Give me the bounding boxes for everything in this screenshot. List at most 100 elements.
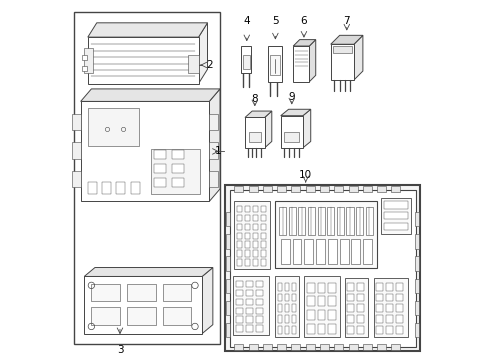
Bar	[261, 250, 266, 257]
Polygon shape	[209, 89, 220, 202]
Bar	[72, 143, 81, 158]
Bar	[253, 259, 258, 266]
Bar	[386, 315, 393, 323]
Bar	[275, 276, 298, 337]
Bar	[236, 298, 243, 305]
Bar	[246, 281, 253, 287]
Bar	[337, 207, 344, 235]
Bar	[292, 326, 296, 334]
Bar	[386, 283, 393, 291]
Bar	[72, 171, 81, 187]
Polygon shape	[84, 267, 213, 276]
Polygon shape	[309, 40, 316, 82]
Bar	[376, 304, 383, 312]
Bar	[328, 283, 336, 293]
Bar	[346, 207, 354, 235]
Bar	[281, 116, 303, 148]
Bar	[253, 242, 258, 248]
Bar	[318, 283, 325, 293]
Bar	[226, 279, 230, 293]
Text: 6: 6	[301, 16, 307, 26]
Text: 7: 7	[343, 16, 350, 26]
Bar	[275, 202, 377, 267]
Bar	[127, 307, 156, 325]
Bar	[246, 316, 253, 323]
Text: 3: 3	[117, 345, 123, 355]
Bar	[245, 206, 250, 212]
Bar	[284, 132, 299, 143]
Bar	[245, 233, 250, 239]
Bar	[261, 259, 266, 266]
Bar	[307, 283, 315, 293]
Bar	[366, 207, 373, 235]
Bar	[277, 186, 286, 192]
Bar	[292, 294, 296, 301]
Bar	[253, 250, 258, 257]
Bar	[307, 324, 315, 334]
Bar	[154, 164, 167, 173]
Bar	[226, 301, 230, 315]
Bar	[306, 186, 315, 192]
Text: 9: 9	[289, 92, 295, 102]
Bar	[415, 256, 419, 271]
Bar	[285, 315, 289, 323]
Text: 8: 8	[251, 94, 258, 104]
Bar	[386, 326, 393, 334]
Bar	[277, 326, 282, 334]
Bar	[237, 224, 243, 230]
Bar	[256, 325, 263, 332]
Bar	[263, 186, 272, 192]
Bar	[256, 307, 263, 314]
Bar	[256, 298, 263, 305]
Polygon shape	[245, 111, 272, 117]
Bar	[151, 149, 200, 194]
Bar	[396, 315, 403, 323]
Bar	[285, 326, 289, 334]
Bar	[84, 276, 202, 334]
Bar	[209, 171, 218, 187]
Bar	[256, 290, 263, 296]
Bar	[245, 117, 265, 148]
Bar	[237, 206, 243, 212]
Bar	[289, 207, 296, 235]
Text: 10: 10	[299, 170, 312, 180]
Bar	[279, 207, 286, 235]
Bar	[285, 294, 289, 301]
Bar	[117, 182, 125, 194]
Bar	[226, 323, 230, 337]
Bar	[340, 239, 348, 264]
Bar	[234, 344, 243, 350]
Bar	[246, 307, 253, 314]
Bar	[225, 185, 420, 351]
Bar	[392, 344, 400, 350]
Bar	[277, 304, 282, 312]
Text: 5: 5	[272, 16, 279, 26]
Bar	[237, 242, 243, 248]
Bar	[292, 283, 296, 291]
Bar	[281, 239, 290, 264]
Bar	[253, 233, 258, 239]
Bar	[236, 290, 243, 296]
Bar	[357, 294, 364, 301]
Polygon shape	[202, 267, 213, 334]
Bar	[357, 304, 364, 312]
Bar	[253, 215, 258, 221]
Bar	[245, 259, 250, 266]
Bar	[243, 55, 250, 69]
Bar	[304, 239, 313, 264]
Bar	[376, 326, 383, 334]
Bar	[348, 344, 358, 350]
Bar	[242, 46, 251, 73]
Bar	[256, 281, 263, 287]
Bar	[226, 234, 230, 249]
Bar	[331, 44, 354, 80]
Text: 1: 1	[215, 147, 221, 157]
Bar	[234, 202, 270, 269]
Bar	[237, 233, 243, 239]
Bar	[357, 283, 364, 291]
Bar	[396, 304, 403, 312]
Bar	[248, 186, 258, 192]
Bar	[256, 316, 263, 323]
Bar	[347, 315, 354, 323]
Bar	[347, 304, 354, 312]
